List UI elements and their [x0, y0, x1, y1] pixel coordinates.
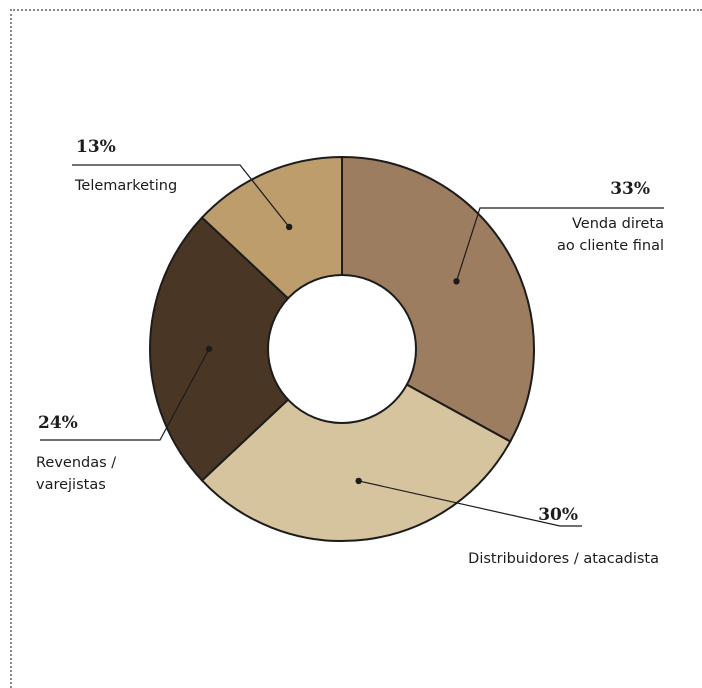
percent-label: 30%: [538, 505, 578, 525]
percent-label: 33%: [610, 179, 650, 199]
dotted-frame: [10, 9, 702, 688]
leader-dot: [453, 278, 460, 285]
donut-slice: [200, 347, 512, 542]
percent-label: 24%: [38, 413, 78, 433]
category-label: Venda direta: [572, 216, 664, 232]
leader-dot: [355, 477, 362, 485]
leader-line: [72, 164, 290, 228]
leader-line: [455, 207, 664, 282]
category-label: Telemarketing: [74, 178, 177, 194]
category-label: Revendas /: [36, 455, 116, 471]
leader-line: [40, 348, 210, 441]
donut-hole: [267, 274, 417, 424]
donut-slice: [149, 216, 344, 482]
category-label: varejistas: [36, 477, 106, 493]
category-label: Distribuidores / atacadista: [468, 551, 659, 567]
percent-label: 13%: [76, 137, 116, 157]
category-label: ao cliente final: [557, 238, 664, 254]
annotations-group: 33% Venda direta ao cliente final 30% Distri…: [36, 137, 664, 567]
leader-line: [358, 480, 582, 527]
